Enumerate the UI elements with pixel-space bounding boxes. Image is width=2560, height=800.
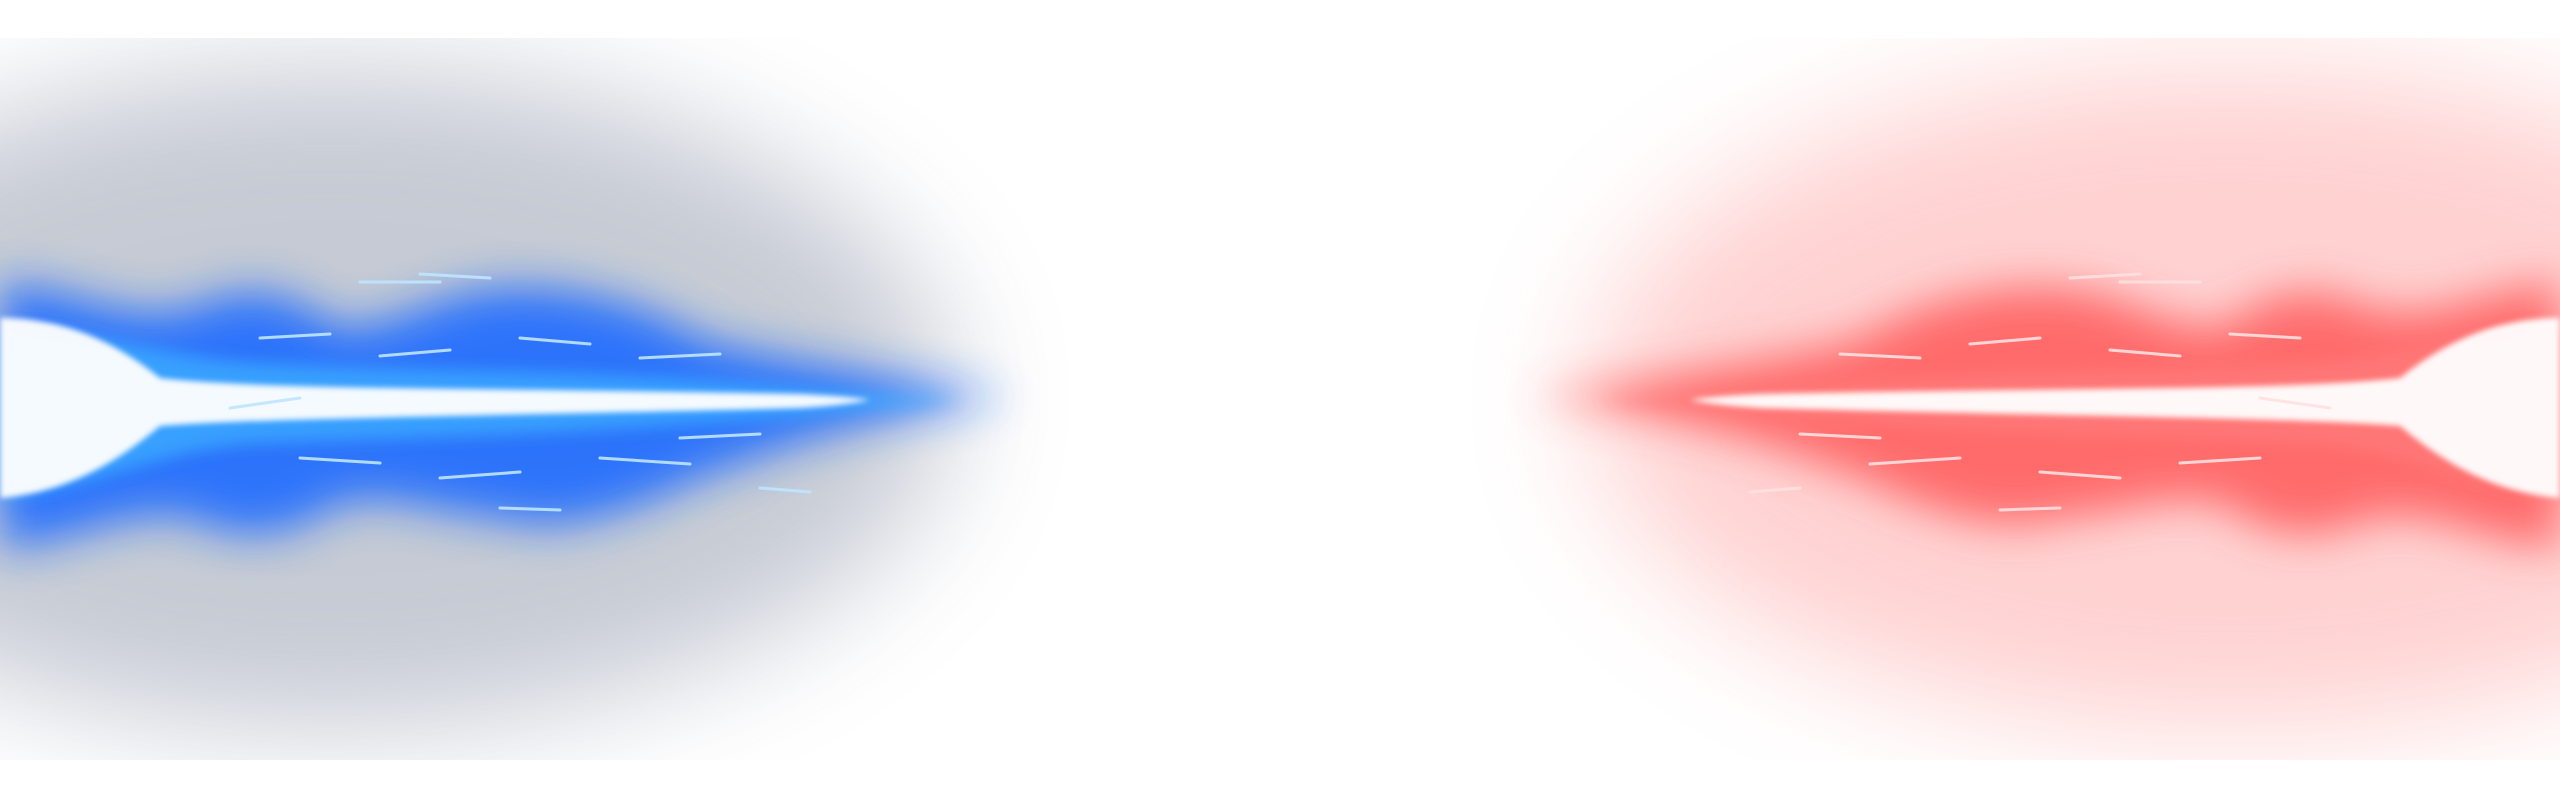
red-beam [1530, 68, 2560, 728]
blue-beam-core [0, 318, 870, 498]
red-beam-sparks [1748, 272, 2332, 512]
image-frame [0, 38, 2560, 760]
blue-beam-sparks [228, 272, 812, 512]
beam-artwork [0, 68, 2560, 728]
red-beam-core [1690, 318, 2560, 498]
blue-beam [0, 68, 1010, 728]
